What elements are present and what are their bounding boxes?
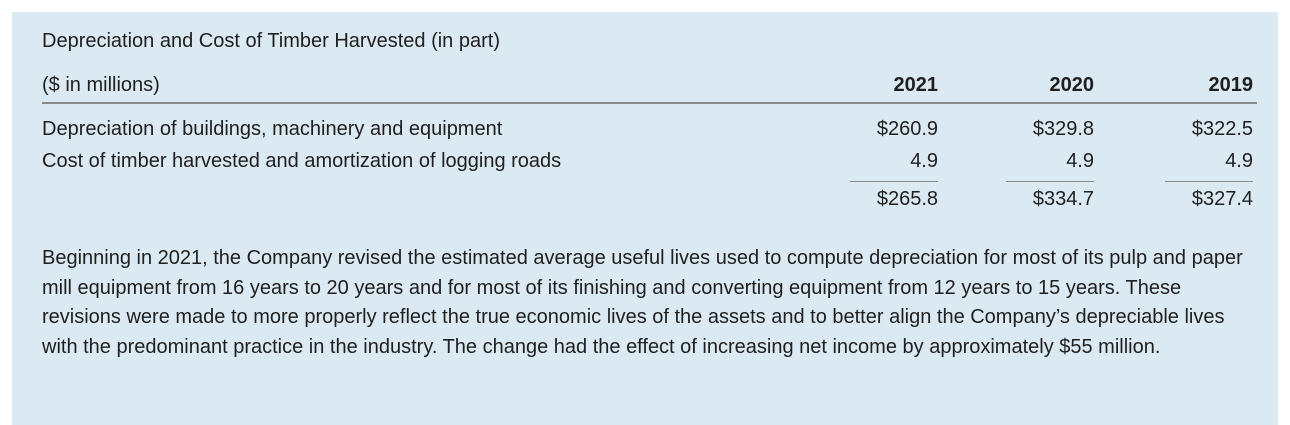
year-header-2020: 2020 — [1049, 74, 1095, 96]
cell-depreciation-2020: $329.8 — [1032, 118, 1094, 140]
header-rule — [42, 102, 1257, 104]
year-header-2019: 2019 — [1208, 74, 1254, 96]
sum-rule-2021 — [850, 181, 938, 182]
units-label: ($ in millions) — [42, 74, 160, 96]
year-header-2021: 2021 — [893, 74, 939, 96]
sum-rule-2020 — [1006, 181, 1094, 182]
table-title: Depreciation and Cost of Timber Harveste… — [42, 30, 500, 52]
row-label-depreciation: Depreciation of buildings, machinery and… — [42, 118, 503, 140]
cell-timber-2021: 4.9 — [910, 150, 938, 172]
total-2020: $334.7 — [1032, 188, 1094, 210]
cell-depreciation-2019: $322.5 — [1191, 118, 1253, 140]
cell-depreciation-2021: $260.9 — [876, 118, 938, 140]
explanatory-note: Beginning in 2021, the Company revised t… — [42, 247, 1243, 358]
sum-rule-2019 — [1165, 181, 1253, 182]
document-panel: Depreciation and Cost of Timber Harveste… — [12, 12, 1278, 425]
cell-timber-2019: 4.9 — [1225, 150, 1253, 172]
row-label-timber: Cost of timber harvested and amortizatio… — [42, 150, 562, 172]
total-2021: $265.8 — [876, 188, 938, 210]
total-2019: $327.4 — [1191, 188, 1253, 210]
cell-timber-2020: 4.9 — [1066, 150, 1094, 172]
